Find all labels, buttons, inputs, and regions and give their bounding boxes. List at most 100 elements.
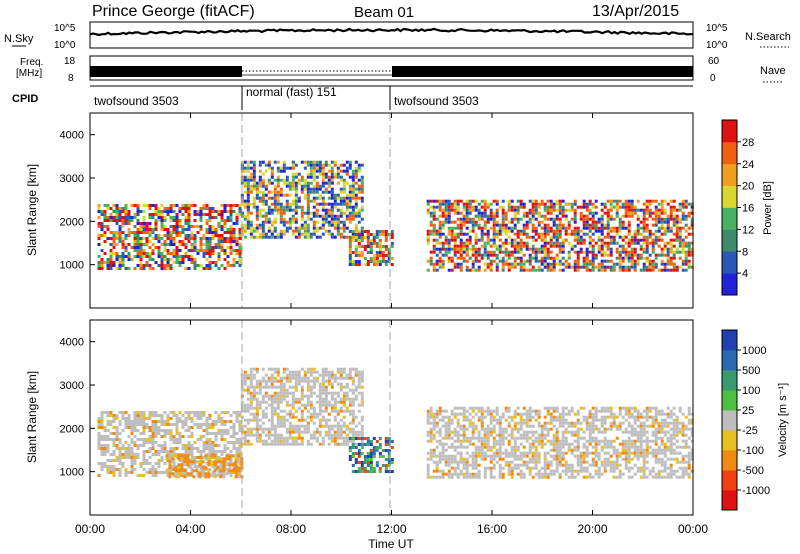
heatmap-cell: [519, 457, 523, 461]
heatmap-cell: [103, 447, 107, 450]
heatmap-cell: [630, 199, 634, 203]
heatmap-cell: [97, 435, 101, 438]
heatmap-cell: [387, 251, 391, 254]
heatmap-cell: [543, 406, 547, 410]
heatmap-cell: [501, 208, 505, 212]
heatmap-cell: [426, 268, 430, 272]
heatmap-cell: [606, 214, 610, 218]
heatmap-cell: [309, 199, 313, 203]
heatmap-cell: [456, 202, 460, 206]
heatmap-cell: [585, 262, 589, 266]
heatmap-cell: [270, 367, 274, 371]
heatmap-cell: [238, 462, 242, 465]
heatmap-cell: [681, 202, 685, 206]
heatmap-cell: [180, 466, 184, 470]
heatmap-cell: [267, 430, 271, 434]
heatmap-cell: [363, 230, 367, 233]
heatmap-cell: [453, 232, 457, 236]
heatmap-cell: [330, 190, 334, 194]
heatmap-cell: [223, 411, 227, 414]
heatmap-cell: [133, 240, 137, 243]
heatmap-cell: [633, 262, 637, 266]
heatmap-cell: [522, 475, 526, 479]
heatmap-cell: [165, 454, 169, 458]
heatmap-cell: [273, 160, 277, 164]
heatmap-cell: [456, 433, 460, 437]
heatmap-cell: [459, 229, 463, 233]
heatmap-cell: [462, 460, 466, 464]
heatmap-cell: [181, 231, 185, 234]
heatmap-cell: [342, 211, 346, 215]
heatmap-cell: [618, 262, 622, 266]
heatmap-cell: [606, 226, 610, 230]
heatmap-cell: [501, 433, 505, 437]
heatmap-cell: [97, 204, 101, 207]
heatmap-cell: [471, 433, 475, 437]
heatmap-cell: [243, 184, 247, 188]
heatmap-cell: [450, 472, 454, 476]
heatmap-cell: [516, 262, 520, 266]
heatmap-cell: [121, 447, 125, 450]
heatmap-cell: [255, 421, 259, 425]
heatmap-cell: [211, 216, 215, 219]
heatmap-cell: [124, 417, 128, 420]
heatmap-cell: [618, 235, 622, 239]
heatmap-cell: [513, 409, 517, 413]
heatmap-cell: [336, 409, 340, 413]
heatmap-cell: [333, 196, 337, 200]
heatmap-cell: [483, 439, 487, 443]
heatmap-cell: [306, 370, 310, 374]
heatmap-cell: [103, 213, 107, 216]
heatmap-cell: [477, 448, 481, 452]
heatmap-cell: [136, 474, 140, 477]
heatmap-cell: [489, 217, 493, 221]
heatmap-cell: [115, 213, 119, 216]
heatmap-cell: [639, 208, 643, 212]
heatmap-cell: [591, 220, 595, 224]
heatmap-cell: [112, 414, 116, 417]
heatmap-cell: [495, 418, 499, 422]
heatmap-cell: [528, 436, 532, 440]
heatmap-cell: [429, 412, 433, 416]
heatmap-cell: [582, 265, 586, 269]
heatmap-cell: [151, 471, 155, 474]
heatmap-cell: [214, 435, 218, 438]
heatmap-cell: [675, 220, 679, 224]
heatmap-cell: [238, 210, 242, 213]
heatmap-cell: [196, 438, 200, 441]
heatmap-cell: [136, 222, 140, 225]
heatmap-cell: [522, 226, 526, 230]
heatmap-cell: [136, 456, 140, 459]
heatmap-cell: [324, 394, 328, 398]
heatmap-cell: [492, 199, 496, 203]
heatmap-cell: [342, 370, 346, 374]
heatmap-cell: [214, 450, 218, 453]
heatmap-cell: [489, 208, 493, 212]
heatmap-cell: [369, 440, 373, 443]
heatmap-cell: [217, 468, 221, 471]
heatmap-cell: [426, 235, 430, 239]
heatmap-cell: [576, 262, 580, 266]
heatmap-cell: [309, 163, 313, 167]
heatmap-cell: [690, 253, 694, 257]
heatmap-cell: [534, 445, 538, 449]
heatmap-cell: [124, 423, 128, 426]
heatmap-cell: [330, 208, 334, 212]
heatmap-cell: [510, 244, 514, 248]
heatmap-cell: [148, 438, 152, 441]
heatmap-cell: [531, 475, 535, 479]
heatmap-cell: [321, 202, 325, 206]
heatmap-cell: [318, 226, 322, 230]
heatmap-cell: [432, 244, 436, 248]
heatmap-cell: [291, 214, 295, 218]
heatmap-cell: [468, 247, 472, 251]
velocity-heatmap-cells: [97, 367, 694, 479]
heatmap-cell: [127, 219, 131, 222]
heatmap-cell: [432, 421, 436, 425]
heatmap-cell: [142, 210, 146, 213]
heatmap-cell: [450, 205, 454, 209]
heatmap-cell: [142, 438, 146, 441]
heatmap-cell: [238, 429, 242, 432]
heatmap-cell: [594, 229, 598, 233]
heatmap-cell: [118, 423, 122, 426]
